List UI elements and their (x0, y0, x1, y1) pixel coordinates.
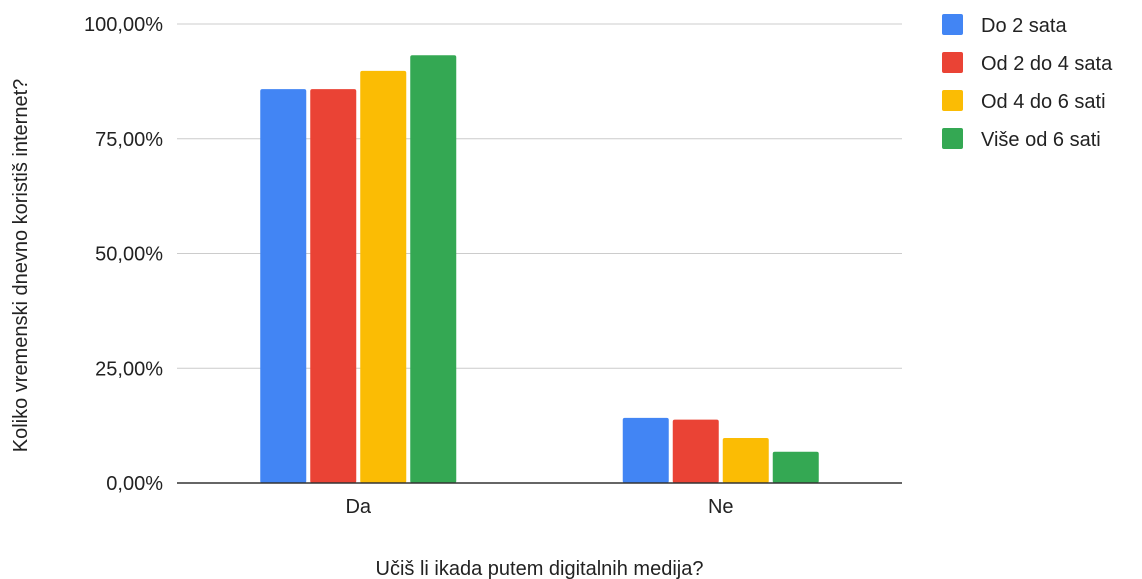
legend-swatch (942, 52, 963, 73)
y-tick-label: 100,00% (84, 14, 163, 36)
legend-swatch (942, 128, 963, 149)
y-axis-title: Koliko vremenski dnevno koristiš interne… (10, 79, 32, 453)
legend-swatch (942, 14, 963, 35)
legend-label: Od 2 do 4 sata (981, 53, 1113, 75)
y-tick-label: 75,00% (95, 129, 163, 151)
legend: Do 2 sata Od 2 do 4 sata Od 4 do 6 sati Viš… (942, 14, 1113, 151)
legend-swatch (942, 90, 963, 111)
x-tick-label: Da (345, 496, 371, 518)
y-tick-label: 50,00% (95, 244, 163, 266)
bar (310, 89, 357, 483)
x-tick-label: Ne (708, 496, 734, 518)
bars (260, 55, 819, 484)
bar (410, 55, 457, 483)
y-tick-label: 0,00% (106, 473, 163, 495)
bar (722, 438, 769, 483)
legend-label: Od 4 do 6 sati (981, 91, 1106, 113)
x-axis-ticks: Da Ne (177, 482, 902, 518)
y-axis-ticks: 0,00% 25,00% 50,00% 75,00% 100,00% (84, 14, 163, 495)
bar (622, 417, 669, 483)
legend-label: Do 2 sata (981, 15, 1067, 37)
x-axis-title: Učiš li ikada putem digitalnih medija? (376, 558, 704, 579)
legend-label: Više od 6 sati (981, 129, 1101, 151)
bar (672, 419, 719, 483)
bar (772, 451, 819, 483)
bar (260, 89, 307, 483)
bar (360, 70, 407, 484)
y-tick-label: 25,00% (95, 358, 163, 380)
